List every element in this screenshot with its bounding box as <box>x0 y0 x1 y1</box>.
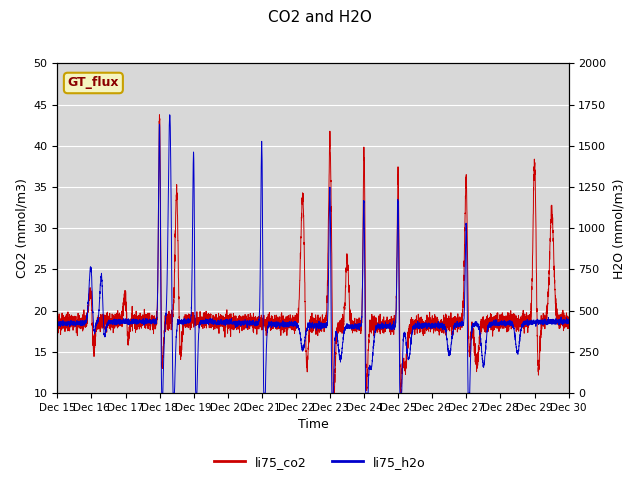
Text: CO2 and H2O: CO2 and H2O <box>268 10 372 24</box>
Legend: li75_co2, li75_h2o: li75_co2, li75_h2o <box>209 451 431 474</box>
X-axis label: Time: Time <box>298 419 328 432</box>
Y-axis label: H2O (mmol/m3): H2O (mmol/m3) <box>612 178 625 278</box>
Y-axis label: CO2 (mmol/m3): CO2 (mmol/m3) <box>15 179 28 278</box>
Text: GT_flux: GT_flux <box>68 76 119 89</box>
